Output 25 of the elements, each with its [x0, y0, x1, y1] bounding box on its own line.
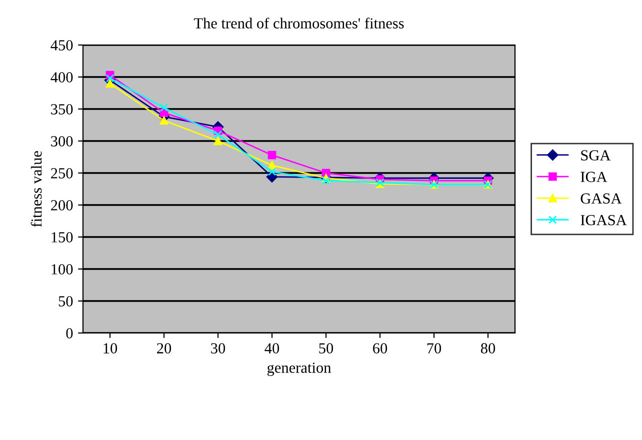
x-tick-label: 60	[373, 343, 388, 354]
legend-label: IGA	[580, 172, 608, 182]
x-axis-title: generation	[267, 362, 332, 376]
x-tick-label: 20	[157, 343, 172, 354]
y-tick-label: 450	[50, 40, 73, 50]
chart-title: The trend of chromosomes' fitness	[194, 18, 404, 28]
legend-label: GASA	[580, 193, 622, 204]
y-tick-label: 350	[51, 104, 73, 114]
y-tick-label: 200	[51, 200, 73, 210]
y-tick-label: 300	[51, 136, 73, 146]
y-tick-label: 50	[58, 296, 73, 306]
y-tick-label: 0	[66, 328, 73, 338]
legend-label: IGASA	[580, 214, 627, 226]
x-tick-label: 30	[211, 343, 226, 354]
y-tick-label: 250	[51, 168, 73, 178]
y-axis-title: fitness value	[30, 151, 42, 227]
y-tick-label: 400	[50, 72, 73, 82]
x-tick-label: 70	[427, 343, 442, 354]
x-tick-label: 50	[319, 343, 334, 354]
x-tick-label: 80	[480, 343, 496, 354]
legend-label: SGA	[581, 150, 611, 160]
y-tick-label: 100	[52, 264, 73, 274]
y-tick-label: 150	[52, 232, 73, 242]
x-tick-label: 10	[104, 343, 118, 354]
x-tick-label: 40	[264, 343, 280, 354]
